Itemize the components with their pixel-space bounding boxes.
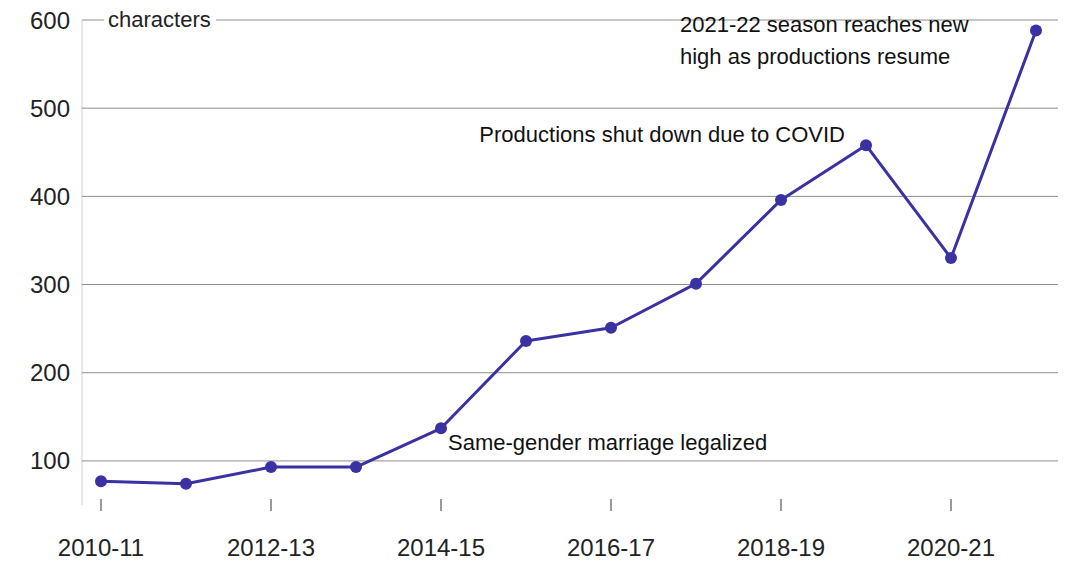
data-point[interactable] xyxy=(180,478,192,490)
y-axis-label: characters xyxy=(108,7,211,32)
grid-line xyxy=(82,196,1058,197)
grid-line xyxy=(82,284,1058,285)
x-tick xyxy=(781,499,782,511)
x-tick xyxy=(101,499,102,511)
y-tick-label: 600 xyxy=(30,7,70,34)
grid-line xyxy=(82,372,1058,373)
y-tick-label: 200 xyxy=(30,359,70,386)
chart-svg: 100 200 300 400 500 600 characters 2010-11 2012-… xyxy=(0,0,1080,567)
x-tick xyxy=(441,499,442,511)
data-point[interactable] xyxy=(520,335,532,347)
y-label-bg xyxy=(104,8,216,32)
x-tick xyxy=(611,499,612,511)
x-tick-label: 2012-13 xyxy=(227,534,315,561)
data-line xyxy=(101,31,1036,484)
chart-root: 100 200 300 400 500 600 characters 2010-11 2012-… xyxy=(0,0,1080,567)
y-tick-label: 400 xyxy=(30,183,70,210)
x-tick-label: 2018-19 xyxy=(737,534,825,561)
x-tick-label: 2016-17 xyxy=(567,534,655,561)
data-point[interactable] xyxy=(95,475,107,487)
annotation: 2021-22 season reaches newhigh as produc… xyxy=(680,12,969,69)
x-tick-label: 2014-15 xyxy=(397,534,485,561)
data-point[interactable] xyxy=(265,461,277,473)
y-tick-label: 500 xyxy=(30,95,70,122)
data-point[interactable] xyxy=(435,422,447,434)
y-axis-line xyxy=(82,20,83,505)
data-point[interactable] xyxy=(605,322,617,334)
data-point[interactable] xyxy=(775,194,787,206)
grid-line xyxy=(82,108,1058,109)
data-point[interactable] xyxy=(860,139,872,151)
data-point[interactable] xyxy=(690,278,702,290)
x-tick xyxy=(271,499,272,511)
data-point[interactable] xyxy=(350,461,362,473)
data-point[interactable] xyxy=(945,252,957,264)
x-tick xyxy=(951,499,952,511)
x-tick-label: 2010-11 xyxy=(58,534,144,561)
plot-area xyxy=(95,25,1042,490)
grid-line xyxy=(82,460,1058,461)
y-tick-label: 100 xyxy=(30,447,70,474)
annotation: Same-gender marriage legalized xyxy=(448,430,767,455)
data-point[interactable] xyxy=(1030,25,1042,37)
y-tick-label: 300 xyxy=(30,271,70,298)
x-tick-label: 2020-21 xyxy=(907,534,995,561)
annotation: Productions shut down due to COVID xyxy=(479,122,845,147)
